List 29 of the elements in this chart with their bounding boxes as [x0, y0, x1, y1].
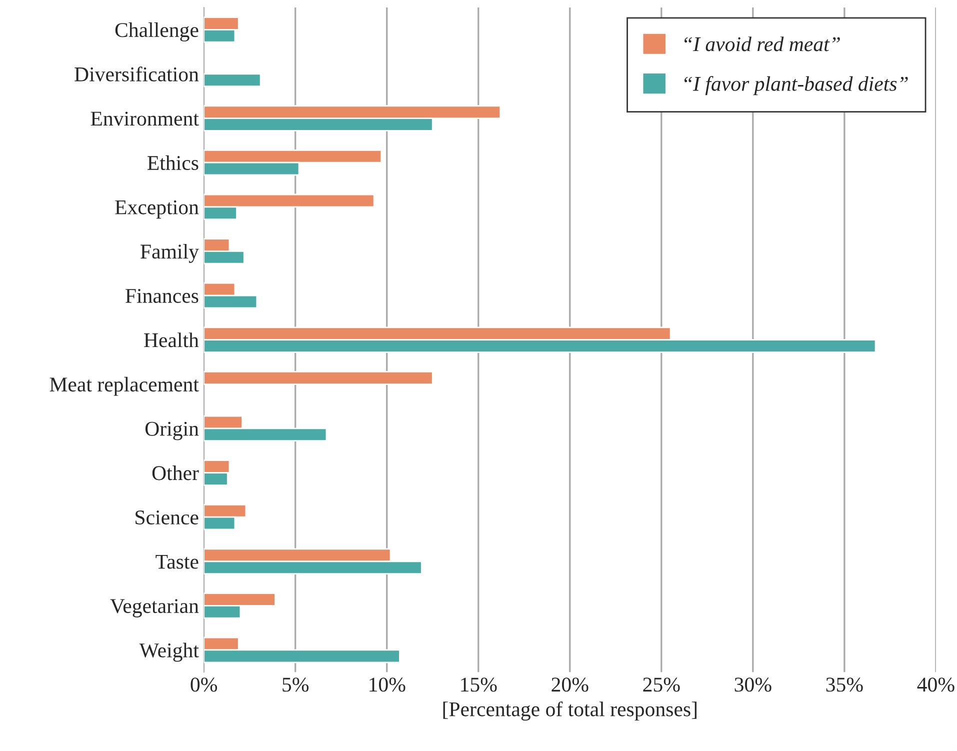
y-tick-label: Exception — [115, 200, 199, 219]
x-tick-label: 10% — [370, 678, 406, 692]
x-tick-label: 15% — [461, 678, 497, 692]
y-tick-label: Weight — [139, 642, 199, 662]
x-tick-label: 35% — [826, 678, 863, 692]
legend-label: “I favor plant-based diets” — [684, 76, 908, 96]
x-tick-label: 25% — [643, 678, 680, 692]
y-tick-label: Finances — [126, 288, 198, 303]
y-tick-label: Vegetarian — [110, 599, 199, 618]
x-tick-label: 30% — [734, 678, 772, 692]
y-tick-label: Origin — [145, 422, 199, 440]
y-tick-label: Taste — [156, 554, 198, 569]
x-tick-label: 5% — [282, 678, 309, 692]
y-tick-label: Environment — [90, 112, 199, 126]
y-tick-label: Diversification — [74, 66, 199, 82]
y-tick-label: Science — [136, 510, 198, 524]
y-tick-label: Other — [152, 466, 199, 480]
x-axis-title: [Percentage of total responses] — [443, 701, 696, 721]
x-tick-label: 0% — [190, 678, 218, 692]
y-tick-label: Family — [140, 244, 199, 263]
y-tick-label: Challenge — [115, 22, 198, 42]
legend-label: “I avoid red meat” — [684, 36, 840, 52]
x-tick-label: 40% — [917, 678, 954, 692]
bar — [204, 73, 262, 88]
y-tick-label: Health — [144, 332, 199, 348]
y-tick-label: Meat replacement — [50, 376, 199, 396]
bar — [204, 371, 434, 385]
x-tick-label: 20% — [552, 678, 588, 692]
y-tick-label: Ethics — [148, 155, 198, 170]
